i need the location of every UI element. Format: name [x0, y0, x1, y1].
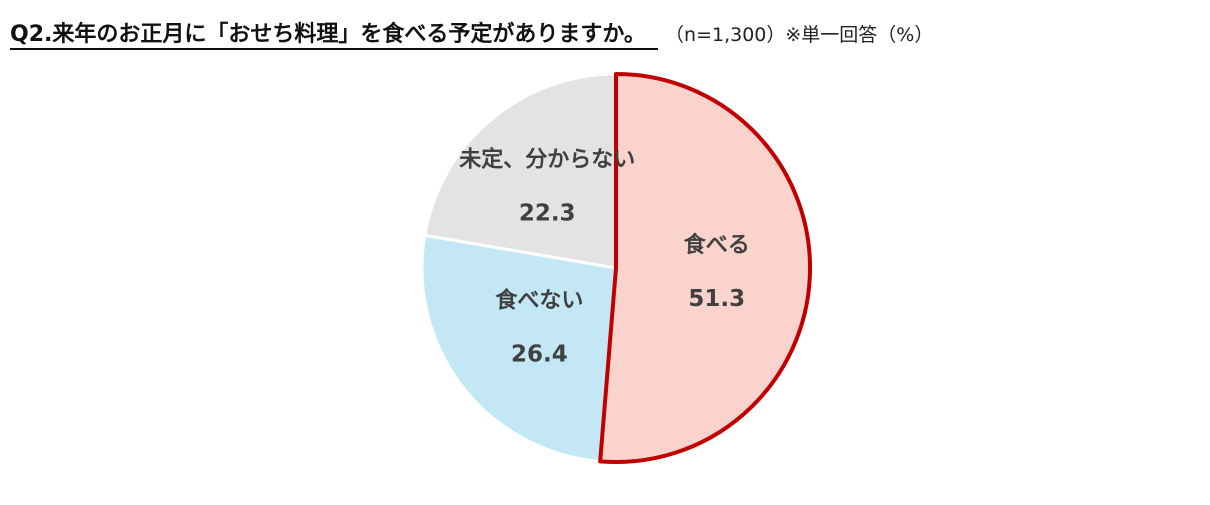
- chart-title: Q2.来年のお正月に「おせち料理」を食べる予定がありますか。: [10, 22, 658, 50]
- chart-title-row: Q2.来年のお正月に「おせち料理」を食べる予定がありますか。 （n=1,300）…: [10, 16, 934, 50]
- slice-label-taberu: 食べる: [684, 232, 750, 258]
- pie-slice-tabenai: [420, 233, 618, 463]
- slice-label-mitei: 未定、分からない: [459, 146, 635, 172]
- slice-value-mitei: 22.3: [519, 200, 576, 226]
- slice-value-tabenai: 26.4: [511, 342, 568, 368]
- slice-label-tabenai: 食べない: [495, 288, 583, 314]
- pie-slices: [420, 72, 813, 464]
- slice-value-taberu: 51.3: [688, 286, 745, 312]
- pie-slice-mitei: [423, 72, 618, 270]
- pie-slice-taberu: [598, 72, 813, 464]
- pie-labels: 食べる 51.3 食べない 26.4 未定、分からない 22.3: [459, 146, 750, 367]
- sample-note: （n=1,300）※単一回答（%）: [665, 24, 934, 46]
